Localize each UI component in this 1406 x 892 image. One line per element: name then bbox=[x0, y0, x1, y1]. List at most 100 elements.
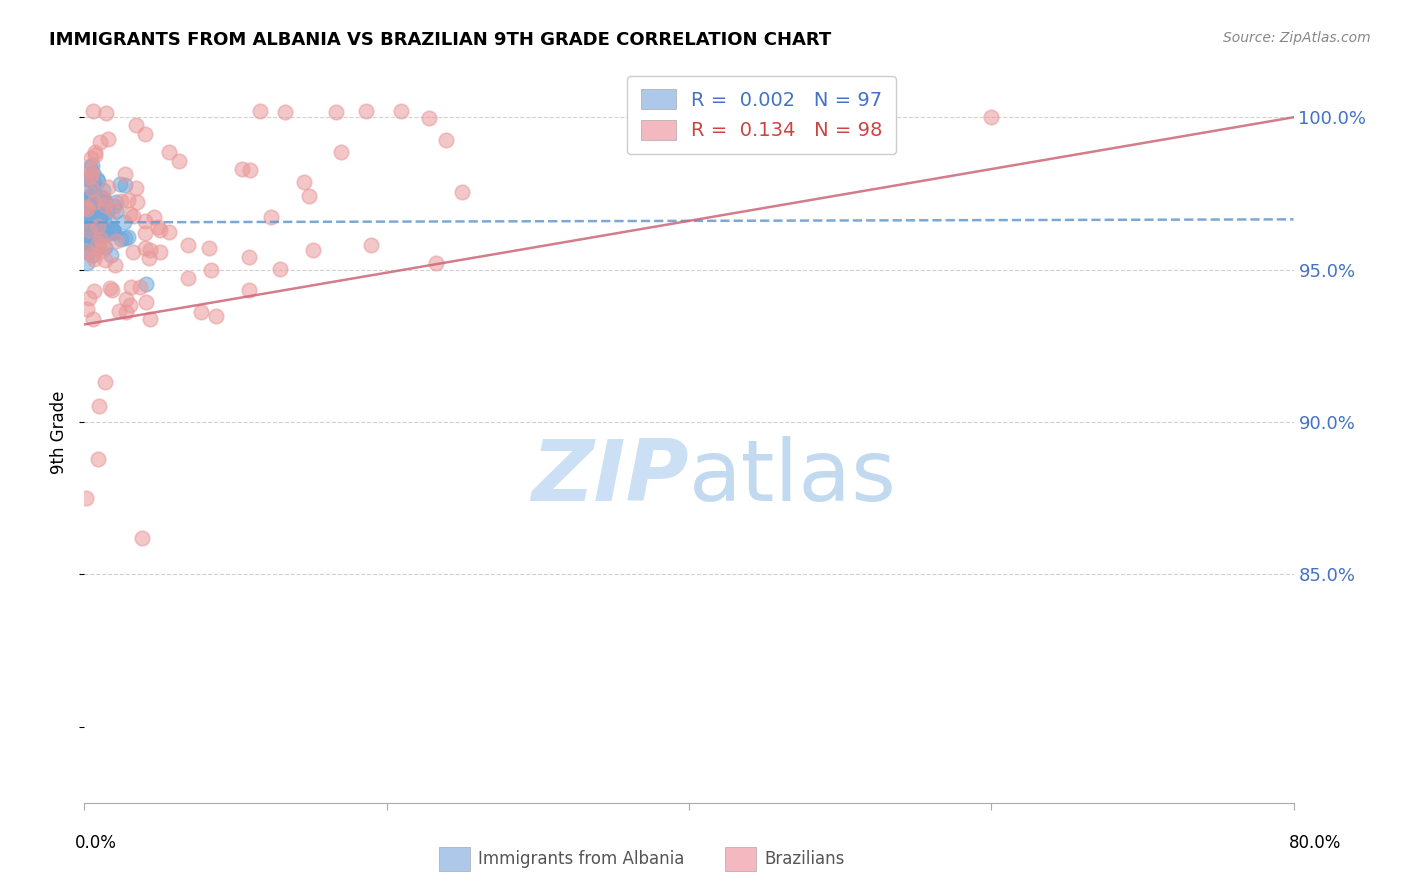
Point bbox=[94, 106, 117, 120]
Point bbox=[87, 174, 110, 188]
Point bbox=[76, 218, 98, 232]
Point bbox=[75, 219, 97, 233]
Point bbox=[80, 217, 103, 231]
Point bbox=[103, 226, 125, 240]
Point bbox=[76, 202, 98, 217]
Text: Immigrants from Albania: Immigrants from Albania bbox=[478, 849, 685, 868]
Point bbox=[76, 172, 98, 186]
Point bbox=[91, 183, 114, 197]
Point bbox=[83, 205, 105, 219]
Point bbox=[75, 227, 97, 242]
Point bbox=[125, 118, 148, 132]
Point bbox=[86, 219, 108, 234]
Point bbox=[76, 244, 98, 259]
Point bbox=[83, 252, 105, 266]
Point bbox=[120, 280, 142, 294]
Point bbox=[90, 221, 112, 235]
Point bbox=[149, 245, 172, 260]
Point bbox=[103, 199, 125, 213]
Point bbox=[77, 291, 100, 305]
Point bbox=[76, 224, 98, 238]
Point bbox=[82, 240, 104, 254]
Point bbox=[94, 240, 117, 254]
Point bbox=[87, 235, 110, 250]
Point bbox=[89, 219, 111, 234]
Point bbox=[89, 399, 111, 413]
Point bbox=[79, 230, 101, 244]
Point bbox=[82, 167, 104, 181]
Point bbox=[200, 263, 222, 277]
Point bbox=[269, 262, 291, 277]
Point bbox=[114, 230, 136, 244]
Point bbox=[238, 283, 260, 297]
Point bbox=[83, 194, 105, 209]
Point bbox=[93, 191, 115, 205]
Point bbox=[101, 225, 124, 239]
Point bbox=[73, 211, 96, 226]
Point bbox=[93, 197, 115, 211]
Point bbox=[302, 244, 325, 258]
Point bbox=[90, 244, 112, 258]
Point bbox=[86, 211, 108, 225]
Point bbox=[75, 206, 97, 220]
Point bbox=[77, 222, 100, 236]
Point bbox=[87, 219, 110, 233]
Point bbox=[157, 145, 180, 159]
Point bbox=[425, 256, 447, 270]
Point bbox=[82, 219, 104, 234]
Point bbox=[105, 203, 128, 218]
Point bbox=[108, 177, 131, 191]
Point bbox=[117, 229, 139, 244]
Point bbox=[75, 219, 97, 234]
Point bbox=[96, 204, 118, 219]
Point bbox=[91, 229, 114, 244]
Point bbox=[79, 189, 101, 203]
Point bbox=[79, 169, 101, 184]
Point bbox=[89, 189, 111, 203]
Point bbox=[135, 277, 157, 292]
Point bbox=[389, 104, 412, 119]
Point bbox=[84, 221, 107, 235]
Point bbox=[83, 222, 105, 236]
Point bbox=[93, 192, 115, 206]
Point bbox=[100, 283, 122, 297]
Point bbox=[82, 212, 104, 227]
Point bbox=[177, 271, 200, 285]
Point bbox=[77, 202, 100, 216]
Point bbox=[98, 214, 121, 228]
Point bbox=[134, 241, 156, 255]
Point bbox=[86, 200, 108, 214]
Point bbox=[238, 250, 260, 264]
Point bbox=[114, 305, 136, 319]
Point bbox=[82, 104, 104, 119]
Point bbox=[77, 244, 100, 259]
Point bbox=[157, 225, 180, 239]
Point bbox=[96, 227, 118, 242]
Point bbox=[83, 176, 105, 190]
Point bbox=[76, 194, 98, 208]
Text: ZIP: ZIP bbox=[531, 435, 689, 518]
Point bbox=[91, 194, 114, 208]
Point bbox=[298, 189, 321, 203]
Point bbox=[149, 223, 172, 237]
Point bbox=[120, 207, 142, 221]
Point bbox=[190, 305, 212, 319]
Point bbox=[97, 132, 120, 146]
Point bbox=[108, 303, 131, 318]
Point bbox=[73, 221, 96, 235]
Point bbox=[82, 248, 104, 262]
Y-axis label: 9th Grade: 9th Grade bbox=[51, 391, 69, 475]
Point bbox=[75, 201, 97, 215]
Point bbox=[82, 210, 104, 224]
Legend: R =  0.002   N = 97, R =  0.134   N = 98: R = 0.002 N = 97, R = 0.134 N = 98 bbox=[627, 76, 896, 153]
Point bbox=[89, 209, 111, 223]
Point bbox=[73, 219, 96, 233]
Point bbox=[86, 171, 108, 186]
Point bbox=[115, 292, 138, 306]
Point bbox=[82, 186, 104, 201]
Point bbox=[139, 243, 162, 257]
Point bbox=[125, 181, 148, 195]
Point bbox=[260, 211, 283, 225]
Point bbox=[89, 215, 111, 229]
Point bbox=[110, 232, 132, 246]
